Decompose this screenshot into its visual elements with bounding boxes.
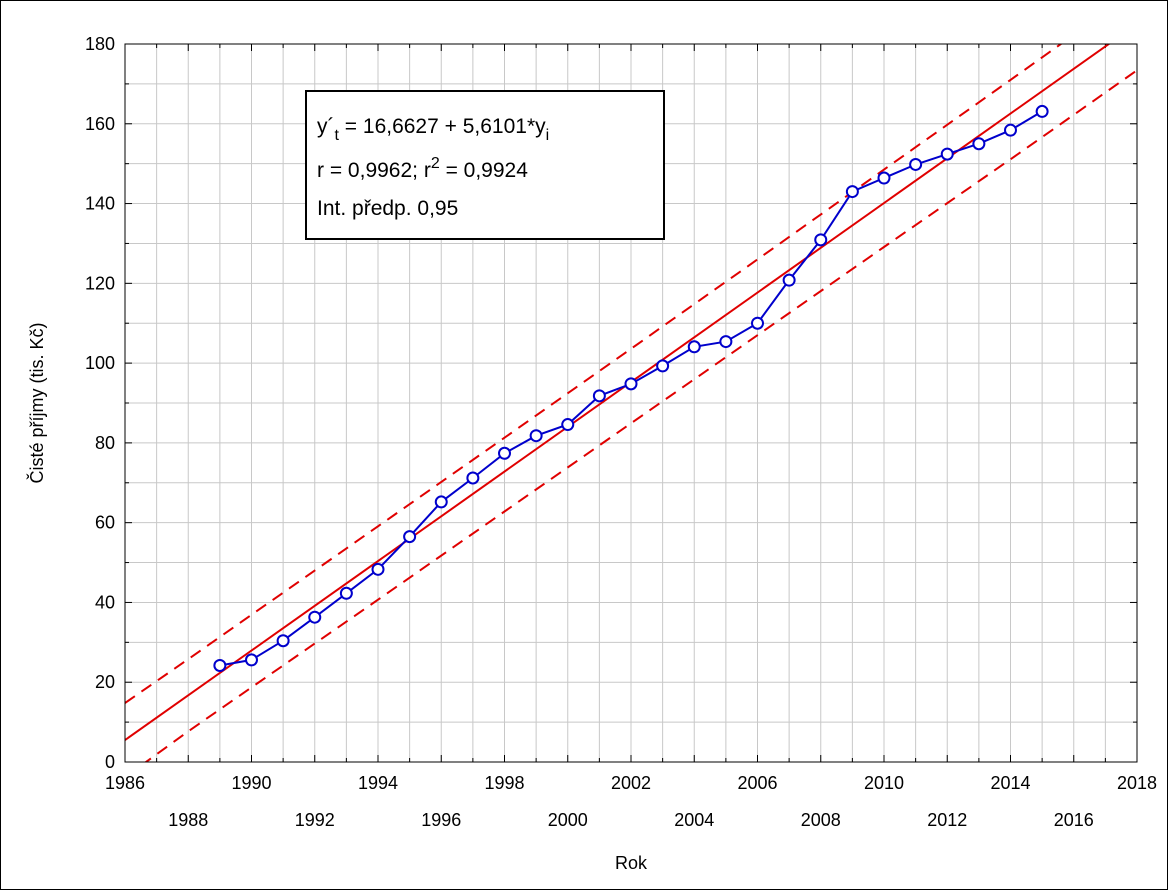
y-axis-label: Čisté příjmy (tis. Kč) bbox=[26, 322, 47, 483]
data-point bbox=[308, 610, 322, 624]
x-axis-label: Rok bbox=[615, 853, 648, 873]
data-point bbox=[245, 653, 258, 667]
x-tick-label: 2018 bbox=[1117, 773, 1157, 793]
data-series bbox=[213, 104, 1049, 672]
data-point bbox=[339, 586, 353, 600]
plot-content bbox=[125, 44, 1137, 762]
data-point bbox=[940, 147, 954, 161]
lower-prediction-band bbox=[144, 69, 1137, 762]
x-tick-label: 1986 bbox=[105, 773, 145, 793]
data-point bbox=[434, 495, 448, 509]
y-tick-label: 40 bbox=[95, 592, 115, 612]
data-point bbox=[498, 446, 511, 460]
x-tick-label: 2014 bbox=[990, 773, 1030, 793]
data-point bbox=[877, 171, 891, 185]
x-tick-label: 1990 bbox=[231, 773, 271, 793]
x-tick-label: 2010 bbox=[864, 773, 904, 793]
data-point bbox=[371, 562, 385, 576]
data-point bbox=[213, 658, 227, 672]
x-tick-label: 2002 bbox=[611, 773, 651, 793]
x-tick-label: 1988 bbox=[168, 810, 208, 830]
x-tick-label: 1998 bbox=[484, 773, 524, 793]
data-point bbox=[529, 429, 543, 443]
y-tick-label: 80 bbox=[95, 433, 115, 453]
correlation-text: r = 0,9962; r2 = 0,9924 bbox=[317, 155, 528, 182]
x-tick-label: 1996 bbox=[421, 810, 461, 830]
data-point bbox=[814, 233, 828, 247]
x-tick-label: 2004 bbox=[674, 810, 714, 830]
x-tick-label: 2008 bbox=[801, 810, 841, 830]
data-point bbox=[466, 471, 480, 485]
y-tick-label: 60 bbox=[95, 513, 115, 533]
data-point bbox=[592, 389, 606, 403]
data-point bbox=[1004, 123, 1017, 137]
y-tick-label: 100 bbox=[85, 353, 115, 373]
y-tick-label: 0 bbox=[105, 752, 115, 772]
x-tick-label: 2000 bbox=[548, 810, 588, 830]
plot-border bbox=[124, 43, 1138, 763]
upper-prediction-band bbox=[125, 44, 1063, 704]
data-point bbox=[845, 185, 859, 199]
tick-marks bbox=[124, 43, 1138, 763]
data-point bbox=[687, 340, 701, 354]
data-point bbox=[561, 418, 575, 432]
y-tick-label: 160 bbox=[85, 114, 115, 134]
data-point bbox=[403, 530, 417, 544]
x-tick-label: 1992 bbox=[295, 810, 335, 830]
data-point bbox=[719, 335, 733, 349]
data-point bbox=[782, 273, 796, 287]
prediction-bands bbox=[125, 44, 1137, 762]
data-point bbox=[656, 359, 670, 373]
y-tick-labels: 0 20 40 60 80 100 120 140 160 180 bbox=[85, 34, 115, 772]
data-point bbox=[1035, 104, 1049, 118]
y-tick-label: 180 bbox=[85, 34, 115, 54]
y-tick-label: 20 bbox=[95, 672, 115, 692]
x-tick-label: 2012 bbox=[927, 810, 967, 830]
x-tick-label: 2016 bbox=[1054, 810, 1094, 830]
data-point bbox=[751, 316, 764, 330]
x-tick-label: 2006 bbox=[737, 773, 777, 793]
data-point bbox=[909, 157, 923, 171]
interval-text: Int. předp. 0,95 bbox=[317, 197, 458, 220]
data-point bbox=[972, 137, 986, 151]
annotation-box: y´t = 16,6627 + 5,6101*yi r = 0,9962; r2… bbox=[305, 90, 665, 240]
y-tick-label: 120 bbox=[85, 273, 115, 293]
data-point bbox=[624, 377, 638, 391]
x-tick-labels: 1986 1990 1994 1998 2002 2006 2010 2014 2018 1988… bbox=[105, 773, 1157, 830]
equation-text: y´t = 16,6627 + 5,6101*yi bbox=[317, 115, 549, 144]
data-point bbox=[276, 634, 290, 648]
x-tick-label: 1994 bbox=[358, 773, 398, 793]
y-tick-label: 140 bbox=[85, 194, 115, 214]
